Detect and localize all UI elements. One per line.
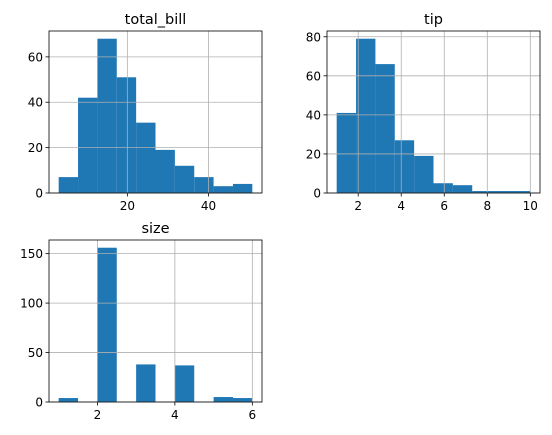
y-tick-label: 100 xyxy=(20,297,43,311)
subplot: 20 40 0 20 40 60 total_bill xyxy=(28,12,263,213)
subplot-title: tip xyxy=(424,12,443,28)
bar xyxy=(174,365,195,402)
bar xyxy=(58,398,79,402)
x-tick-label: 6 xyxy=(440,199,448,213)
subplot: 2 4 6 8 10 0 20 40 60 80 tip xyxy=(306,12,541,213)
bar xyxy=(232,183,253,193)
axes-frame xyxy=(326,30,541,194)
y-tick-label: 80 xyxy=(306,30,321,44)
subplot: 2 4 6 0 50 100 150 size xyxy=(20,221,263,422)
x-tick-label: 2 xyxy=(94,408,102,422)
bar xyxy=(136,364,156,402)
bar xyxy=(155,149,175,193)
bar xyxy=(78,97,98,193)
y-tick-label: 40 xyxy=(28,96,43,110)
bar xyxy=(510,191,531,193)
bar xyxy=(213,186,233,193)
bar xyxy=(336,112,357,193)
axes-frame xyxy=(48,30,263,194)
bar xyxy=(136,122,156,193)
bar xyxy=(491,191,511,193)
x-tick-label: 4 xyxy=(171,408,179,422)
x-tick-label: 6 xyxy=(248,408,256,422)
bar xyxy=(58,177,79,193)
bar xyxy=(97,38,117,193)
bar xyxy=(394,140,415,193)
y-tick-label: 40 xyxy=(306,108,321,122)
bar xyxy=(97,247,117,402)
bar xyxy=(452,185,473,193)
bar xyxy=(414,155,434,193)
bar xyxy=(472,191,492,193)
bar xyxy=(433,183,453,193)
subplot-title: total_bill xyxy=(125,12,187,28)
x-tick-label: 40 xyxy=(201,199,216,213)
y-tick-label: 150 xyxy=(20,247,43,261)
y-tick-label: 20 xyxy=(306,147,321,161)
subplot-title: size xyxy=(141,221,169,237)
y-tick-label: 20 xyxy=(28,141,43,155)
y-tick-label: 0 xyxy=(313,187,321,201)
bar xyxy=(116,77,137,193)
bar xyxy=(174,165,195,193)
bar xyxy=(232,398,253,402)
bar xyxy=(194,177,214,193)
axes-frame xyxy=(48,239,263,403)
x-tick-label: 8 xyxy=(483,199,491,213)
x-tick-label: 10 xyxy=(523,199,538,213)
y-tick-label: 0 xyxy=(35,187,43,201)
y-tick-label: 60 xyxy=(28,50,43,64)
bar xyxy=(356,38,376,193)
x-tick-label: 2 xyxy=(354,199,362,213)
y-tick-label: 0 xyxy=(35,396,43,410)
x-tick-label: 4 xyxy=(397,199,405,213)
x-tick-label: 20 xyxy=(120,199,135,213)
bar xyxy=(213,397,233,402)
bar xyxy=(375,64,395,193)
y-tick-label: 50 xyxy=(28,346,43,360)
y-tick-label: 60 xyxy=(306,69,321,83)
